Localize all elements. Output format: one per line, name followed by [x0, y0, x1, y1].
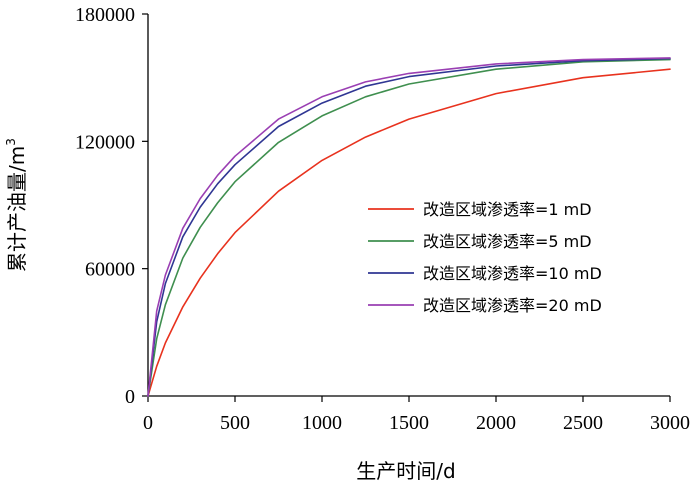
legend-entry-label: 改造区域渗透率=1 mD: [423, 200, 592, 219]
x-tick-label: 0: [143, 412, 153, 434]
x-axis-title: 生产时间/d: [356, 459, 455, 483]
x-tick-label: 3000: [650, 412, 690, 434]
y-axis-title-group: 累计产油量/m3: [4, 138, 29, 272]
series-line: [147, 68, 671, 397]
series-line: [147, 57, 671, 397]
y-tick-label: 60000: [85, 259, 135, 281]
axes: 0 500 1000 1500 2000 2500 3000 0 60000 120000 1800…: [75, 4, 690, 434]
series-layer: [147, 57, 671, 397]
y-tick-label: 120000: [75, 131, 135, 153]
series-line: [147, 58, 671, 397]
legend-entry-label: 改造区域渗透率=20 mD: [423, 296, 602, 315]
legend-entry-label: 改造区域渗透率=10 mD: [423, 264, 602, 283]
series-line: [147, 57, 671, 397]
y-axis-title-text: 累计产油量/m: [5, 146, 29, 272]
x-tick-label: 1500: [389, 412, 429, 434]
y-tick-label: 0: [125, 386, 135, 408]
x-tick-label: 1000: [302, 412, 342, 434]
legend-entry-label: 改造区域渗透率=5 mD: [423, 232, 592, 251]
y-tick-label: 180000: [75, 4, 135, 26]
x-tick-label: 2000: [476, 412, 516, 434]
legend: 改造区域渗透率=1 mD 改造区域渗透率=5 mD 改造区域渗透率=10 mD 改造区…: [368, 200, 602, 315]
x-tick-label: 2500: [563, 412, 603, 434]
y-axis-title: 累计产油量/m3: [4, 138, 29, 272]
y-axis-title-superscript: 3: [4, 138, 18, 146]
x-tick-label: 500: [220, 412, 250, 434]
